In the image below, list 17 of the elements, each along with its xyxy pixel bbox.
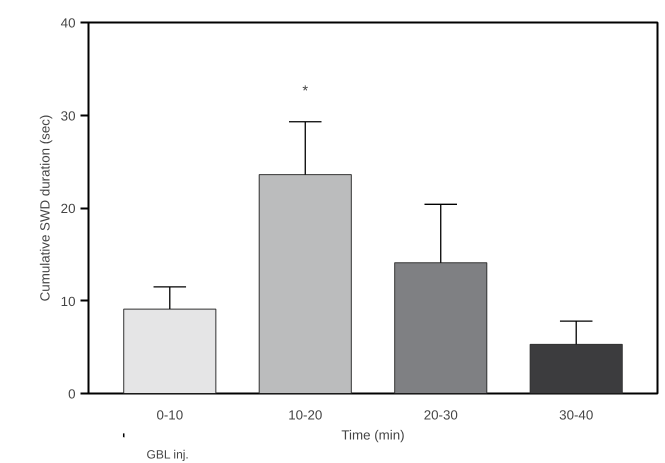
annotation: * bbox=[302, 84, 308, 100]
bar bbox=[258, 174, 352, 394]
y-axis-title: Cumulative SWD duration (sec) bbox=[38, 114, 53, 302]
bar bbox=[530, 344, 623, 394]
bar bbox=[394, 262, 488, 394]
x-tick-label: 10-20 bbox=[288, 408, 322, 422]
y-tick-label: 0 bbox=[68, 386, 76, 402]
text: GBL inj. bbox=[146, 448, 189, 462]
x-tick-label: 30-40 bbox=[559, 408, 594, 422]
x-axis-title: Time (min) bbox=[341, 428, 405, 442]
x-tick-label: 0-10 bbox=[156, 408, 184, 422]
x-tick-label: 20-30 bbox=[424, 408, 458, 422]
y-tick-label: 30 bbox=[60, 108, 76, 124]
y-tick-label: 40 bbox=[60, 16, 76, 30]
bar bbox=[123, 308, 216, 394]
y-tick-label: 10 bbox=[60, 294, 76, 309]
y-tick-label: 20 bbox=[60, 201, 76, 216]
